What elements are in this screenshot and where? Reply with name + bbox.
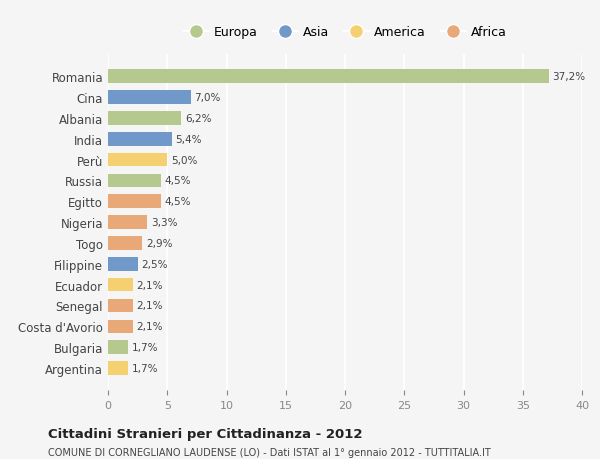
- Text: 1,7%: 1,7%: [132, 342, 158, 353]
- Text: Cittadini Stranieri per Cittadinanza - 2012: Cittadini Stranieri per Cittadinanza - 2…: [48, 427, 362, 440]
- Bar: [108, 361, 128, 375]
- Text: 2,5%: 2,5%: [141, 259, 167, 269]
- Bar: [108, 237, 142, 250]
- Text: 2,1%: 2,1%: [136, 301, 163, 311]
- Text: 4,5%: 4,5%: [165, 176, 191, 186]
- Text: 7,0%: 7,0%: [194, 93, 221, 103]
- Text: 4,5%: 4,5%: [165, 197, 191, 207]
- Text: 5,0%: 5,0%: [171, 155, 197, 165]
- Text: 2,1%: 2,1%: [136, 322, 163, 331]
- Text: 2,9%: 2,9%: [146, 238, 172, 248]
- Bar: [108, 341, 128, 354]
- Text: 6,2%: 6,2%: [185, 114, 212, 123]
- Bar: [108, 299, 133, 313]
- Text: 3,3%: 3,3%: [151, 218, 177, 228]
- Bar: [108, 133, 172, 146]
- Text: 5,4%: 5,4%: [176, 134, 202, 145]
- Bar: [108, 70, 549, 84]
- Bar: [108, 153, 167, 167]
- Legend: Europa, Asia, America, Africa: Europa, Asia, America, Africa: [179, 21, 511, 44]
- Bar: [108, 320, 133, 333]
- Text: COMUNE DI CORNEGLIANO LAUDENSE (LO) - Dati ISTAT al 1° gennaio 2012 - TUTTITALIA: COMUNE DI CORNEGLIANO LAUDENSE (LO) - Da…: [48, 448, 491, 458]
- Bar: [108, 174, 161, 188]
- Text: 1,7%: 1,7%: [132, 363, 158, 373]
- Bar: [108, 195, 161, 208]
- Bar: [108, 257, 137, 271]
- Text: 37,2%: 37,2%: [553, 72, 586, 82]
- Text: 2,1%: 2,1%: [136, 280, 163, 290]
- Bar: [108, 216, 147, 230]
- Bar: [108, 112, 181, 125]
- Bar: [108, 91, 191, 105]
- Bar: [108, 278, 133, 292]
